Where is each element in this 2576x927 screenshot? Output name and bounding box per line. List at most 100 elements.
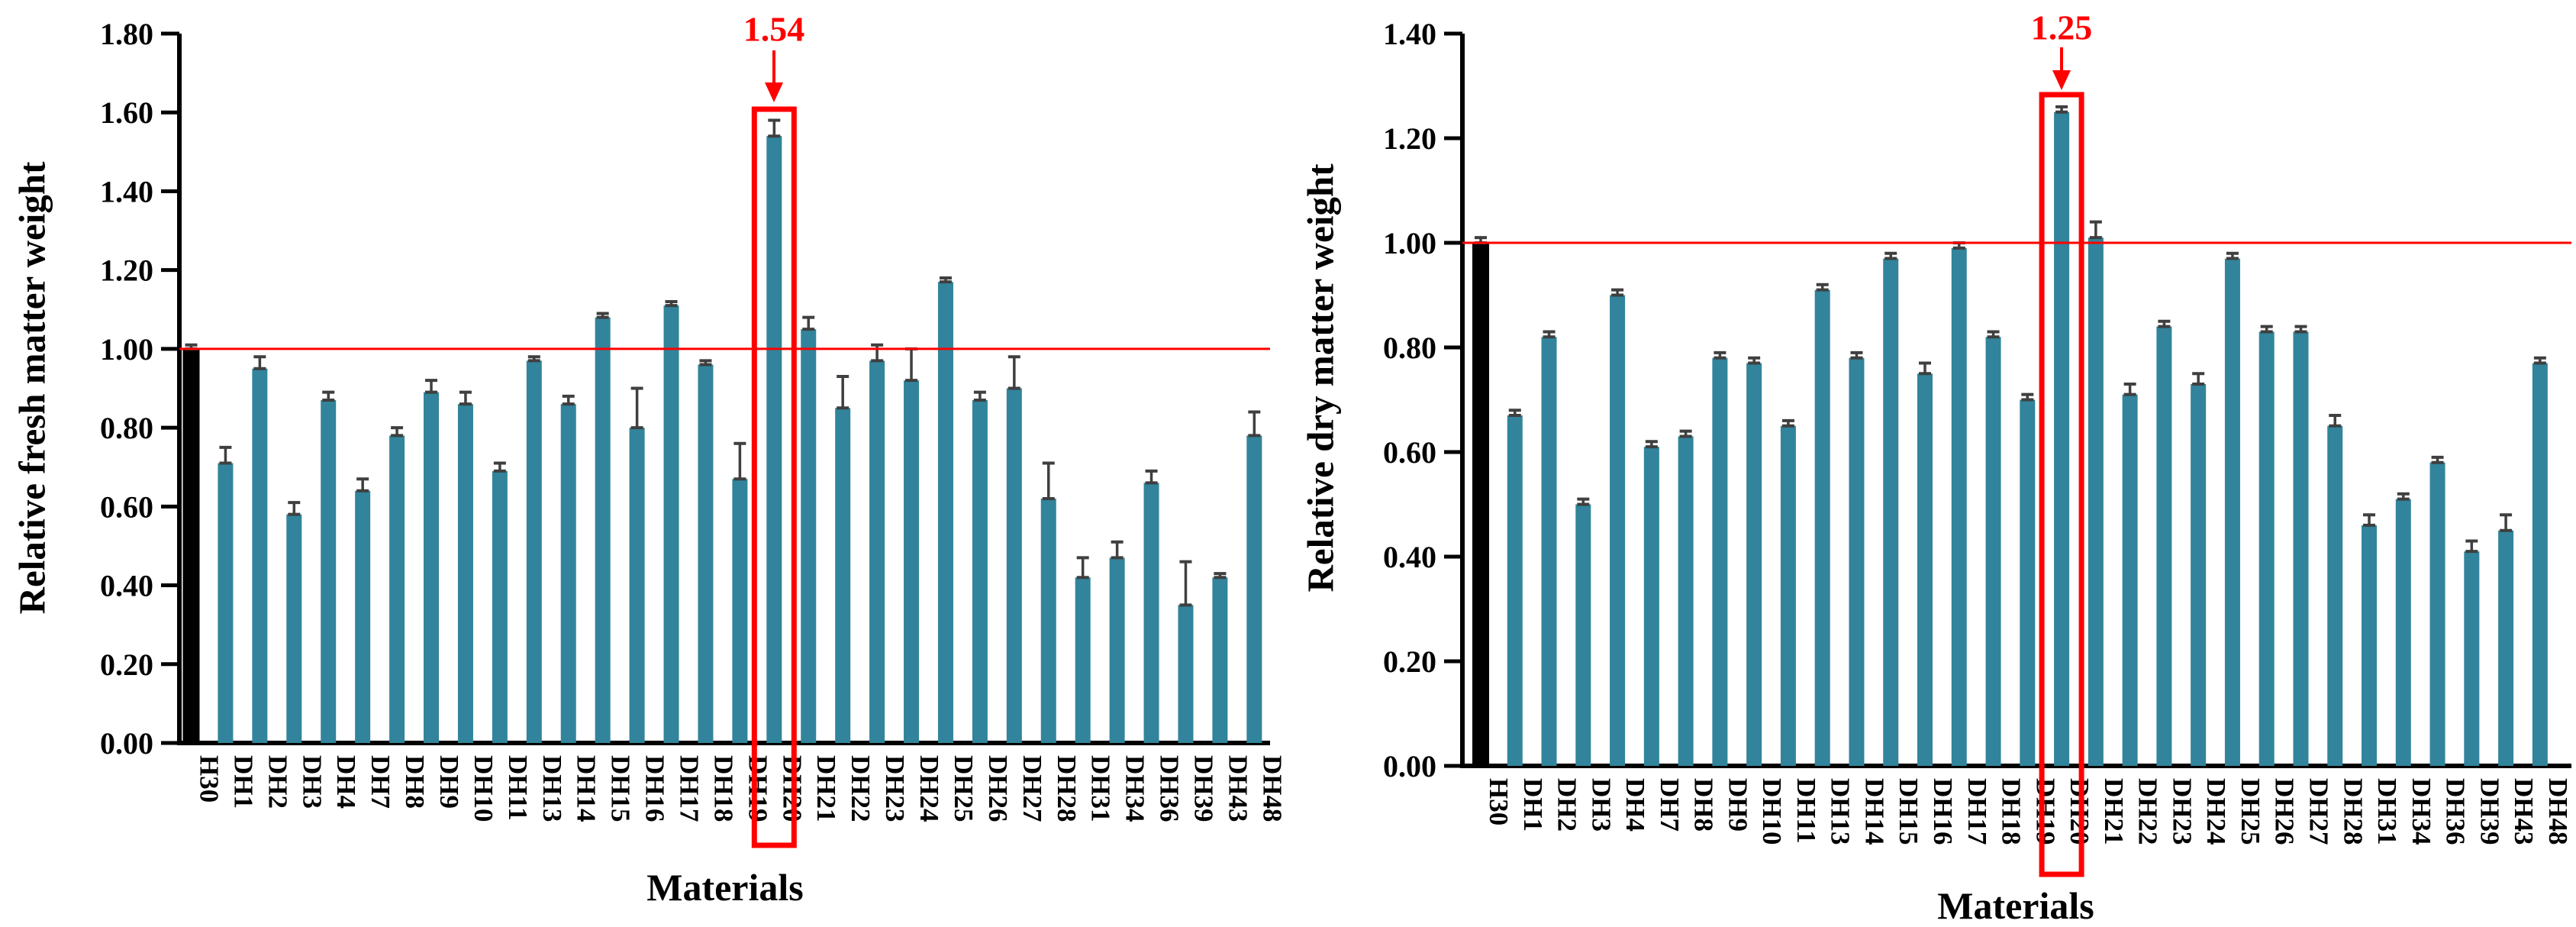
- x-category-label-DH22: DH22: [846, 755, 875, 822]
- bar-DH13: [526, 360, 542, 743]
- x-category-label-DH19: DH19: [2030, 778, 2060, 845]
- bar-DH20: [766, 136, 782, 743]
- highlight-arrow-head: [2052, 70, 2071, 90]
- x-category-label-DH10: DH10: [1757, 778, 1787, 845]
- x-category-label-DH22: DH22: [2133, 778, 2163, 845]
- x-category-label-DH10: DH10: [469, 755, 498, 822]
- x-category-label-DH7: DH7: [1655, 778, 1685, 832]
- y-axis-tick-label: 0.60: [1383, 435, 1436, 470]
- left-highlight-value-label: 1.54: [743, 9, 805, 49]
- x-category-label-H30: H30: [195, 755, 224, 803]
- x-category-label-DH8: DH8: [400, 755, 430, 809]
- x-category-label-DH3: DH3: [1586, 778, 1616, 832]
- x-category-label-DH14: DH14: [1859, 778, 1889, 845]
- bar-DH39: [1178, 605, 1194, 743]
- left-x-axis-title: Materials: [646, 866, 804, 909]
- bar-DH3: [1575, 504, 1591, 766]
- x-category-label-DH17: DH17: [675, 755, 704, 822]
- x-category-label-DH36: DH36: [1155, 755, 1185, 822]
- x-category-label-DH2: DH2: [263, 755, 292, 809]
- bar-DH4: [321, 399, 337, 743]
- y-axis-tick-label: 0.80: [100, 411, 153, 445]
- x-category-label-DH15: DH15: [606, 755, 636, 822]
- bar-DH27: [2293, 331, 2309, 766]
- x-category-label-DH21: DH21: [811, 755, 841, 822]
- bar-DH48: [1246, 435, 1262, 743]
- y-axis-tick-label: 1.20: [100, 254, 153, 288]
- bar-DH27: [1006, 388, 1022, 743]
- y-axis-tick-label: 1.00: [100, 332, 153, 367]
- fresh-matter-chart: 0.00 0.20 0.40 0.60 0.80 1.00 1.20 1.40 1.60 1.80…: [100, 17, 1287, 848]
- bar-DH31: [2362, 525, 2378, 766]
- bar-DH26: [972, 399, 988, 743]
- x-category-label-DH19: DH19: [743, 755, 772, 822]
- bar-DH20: [2054, 111, 2070, 766]
- y-axis-tick-label: 0.00: [1383, 749, 1436, 783]
- x-category-label-DH28: DH28: [1052, 755, 1082, 822]
- y-axis-tick-label: 0.60: [100, 489, 153, 524]
- bar-DH18: [698, 364, 714, 743]
- y-axis-tick-label: 0.20: [100, 648, 153, 682]
- bar-DH14: [1849, 357, 1865, 766]
- y-axis-tick-label: 0.40: [100, 569, 153, 603]
- bar-DH15: [1883, 258, 1899, 766]
- y-axis-tick-label: 0.20: [1383, 644, 1436, 679]
- bar-DH25: [2224, 258, 2240, 766]
- y-axis-tick-label: 1.60: [100, 95, 153, 130]
- x-category-label-DH11: DH11: [1791, 778, 1821, 844]
- bar-DH48: [2532, 363, 2548, 766]
- bar-DH8: [1678, 436, 1694, 766]
- bar-DH15: [595, 317, 611, 744]
- bar-DH24: [904, 380, 920, 743]
- highlight-box: [2039, 92, 2084, 877]
- bar-DH1: [218, 463, 234, 743]
- bar-DH18: [1985, 337, 2001, 766]
- bar-DH34: [2395, 499, 2411, 766]
- x-category-label-DH7: DH7: [366, 755, 395, 809]
- bar-DH14: [560, 404, 576, 743]
- x-category-label-DH16: DH16: [1928, 778, 1958, 845]
- bar-DH8: [389, 435, 405, 743]
- x-category-label-DH36: DH36: [2441, 778, 2471, 845]
- x-category-label-DH14: DH14: [572, 755, 601, 822]
- bar-DH23: [2156, 326, 2172, 767]
- y-axis-tick-label: 1.80: [100, 17, 153, 51]
- x-category-label-DH1: DH1: [228, 755, 258, 809]
- x-category-label-DH18: DH18: [1997, 778, 2026, 845]
- y-axis-tick-label: 1.40: [100, 174, 153, 208]
- bar-DH31: [1075, 577, 1091, 743]
- x-category-label-DH24: DH24: [2201, 778, 2231, 845]
- x-category-label-DH26: DH26: [983, 755, 1013, 822]
- bar-DH21: [801, 329, 817, 743]
- x-category-label-DH3: DH3: [297, 755, 327, 809]
- bar-DH16: [629, 428, 645, 743]
- x-category-label-H30: H30: [1484, 778, 1514, 825]
- bar-DH25: [937, 282, 953, 743]
- bar-DH23: [869, 360, 885, 743]
- bar-DH36: [2429, 462, 2445, 766]
- x-category-label-DH9: DH9: [1723, 778, 1752, 832]
- bar-DH34: [1109, 557, 1125, 743]
- bar-DH1: [1507, 415, 1523, 766]
- bar-DH39: [2464, 551, 2480, 766]
- x-category-label-DH9: DH9: [434, 755, 464, 809]
- highlight-arrow-head: [765, 82, 783, 102]
- x-category-label-DH8: DH8: [1689, 778, 1719, 832]
- bar-DH36: [1143, 483, 1159, 743]
- x-category-label-DH34: DH34: [1120, 755, 1150, 822]
- x-category-label-DH4: DH4: [1620, 778, 1650, 832]
- x-category-label-DH23: DH23: [2167, 778, 2197, 845]
- bar-DH2: [252, 368, 268, 743]
- right-highlight-value-label: 1.25: [2030, 8, 2093, 47]
- highlight-box: [751, 106, 797, 848]
- x-category-label-DH28: DH28: [2338, 778, 2368, 845]
- bar-DH10: [457, 404, 473, 743]
- bar-DH43: [2498, 530, 2514, 766]
- bar-DH22: [835, 408, 851, 743]
- bar-DH17: [663, 305, 679, 743]
- bar-DH7: [355, 490, 371, 743]
- y-axis-tick-label: 0.80: [1383, 331, 1436, 365]
- bar-DH16: [1917, 373, 1933, 766]
- x-category-label-DH31: DH31: [2372, 778, 2402, 845]
